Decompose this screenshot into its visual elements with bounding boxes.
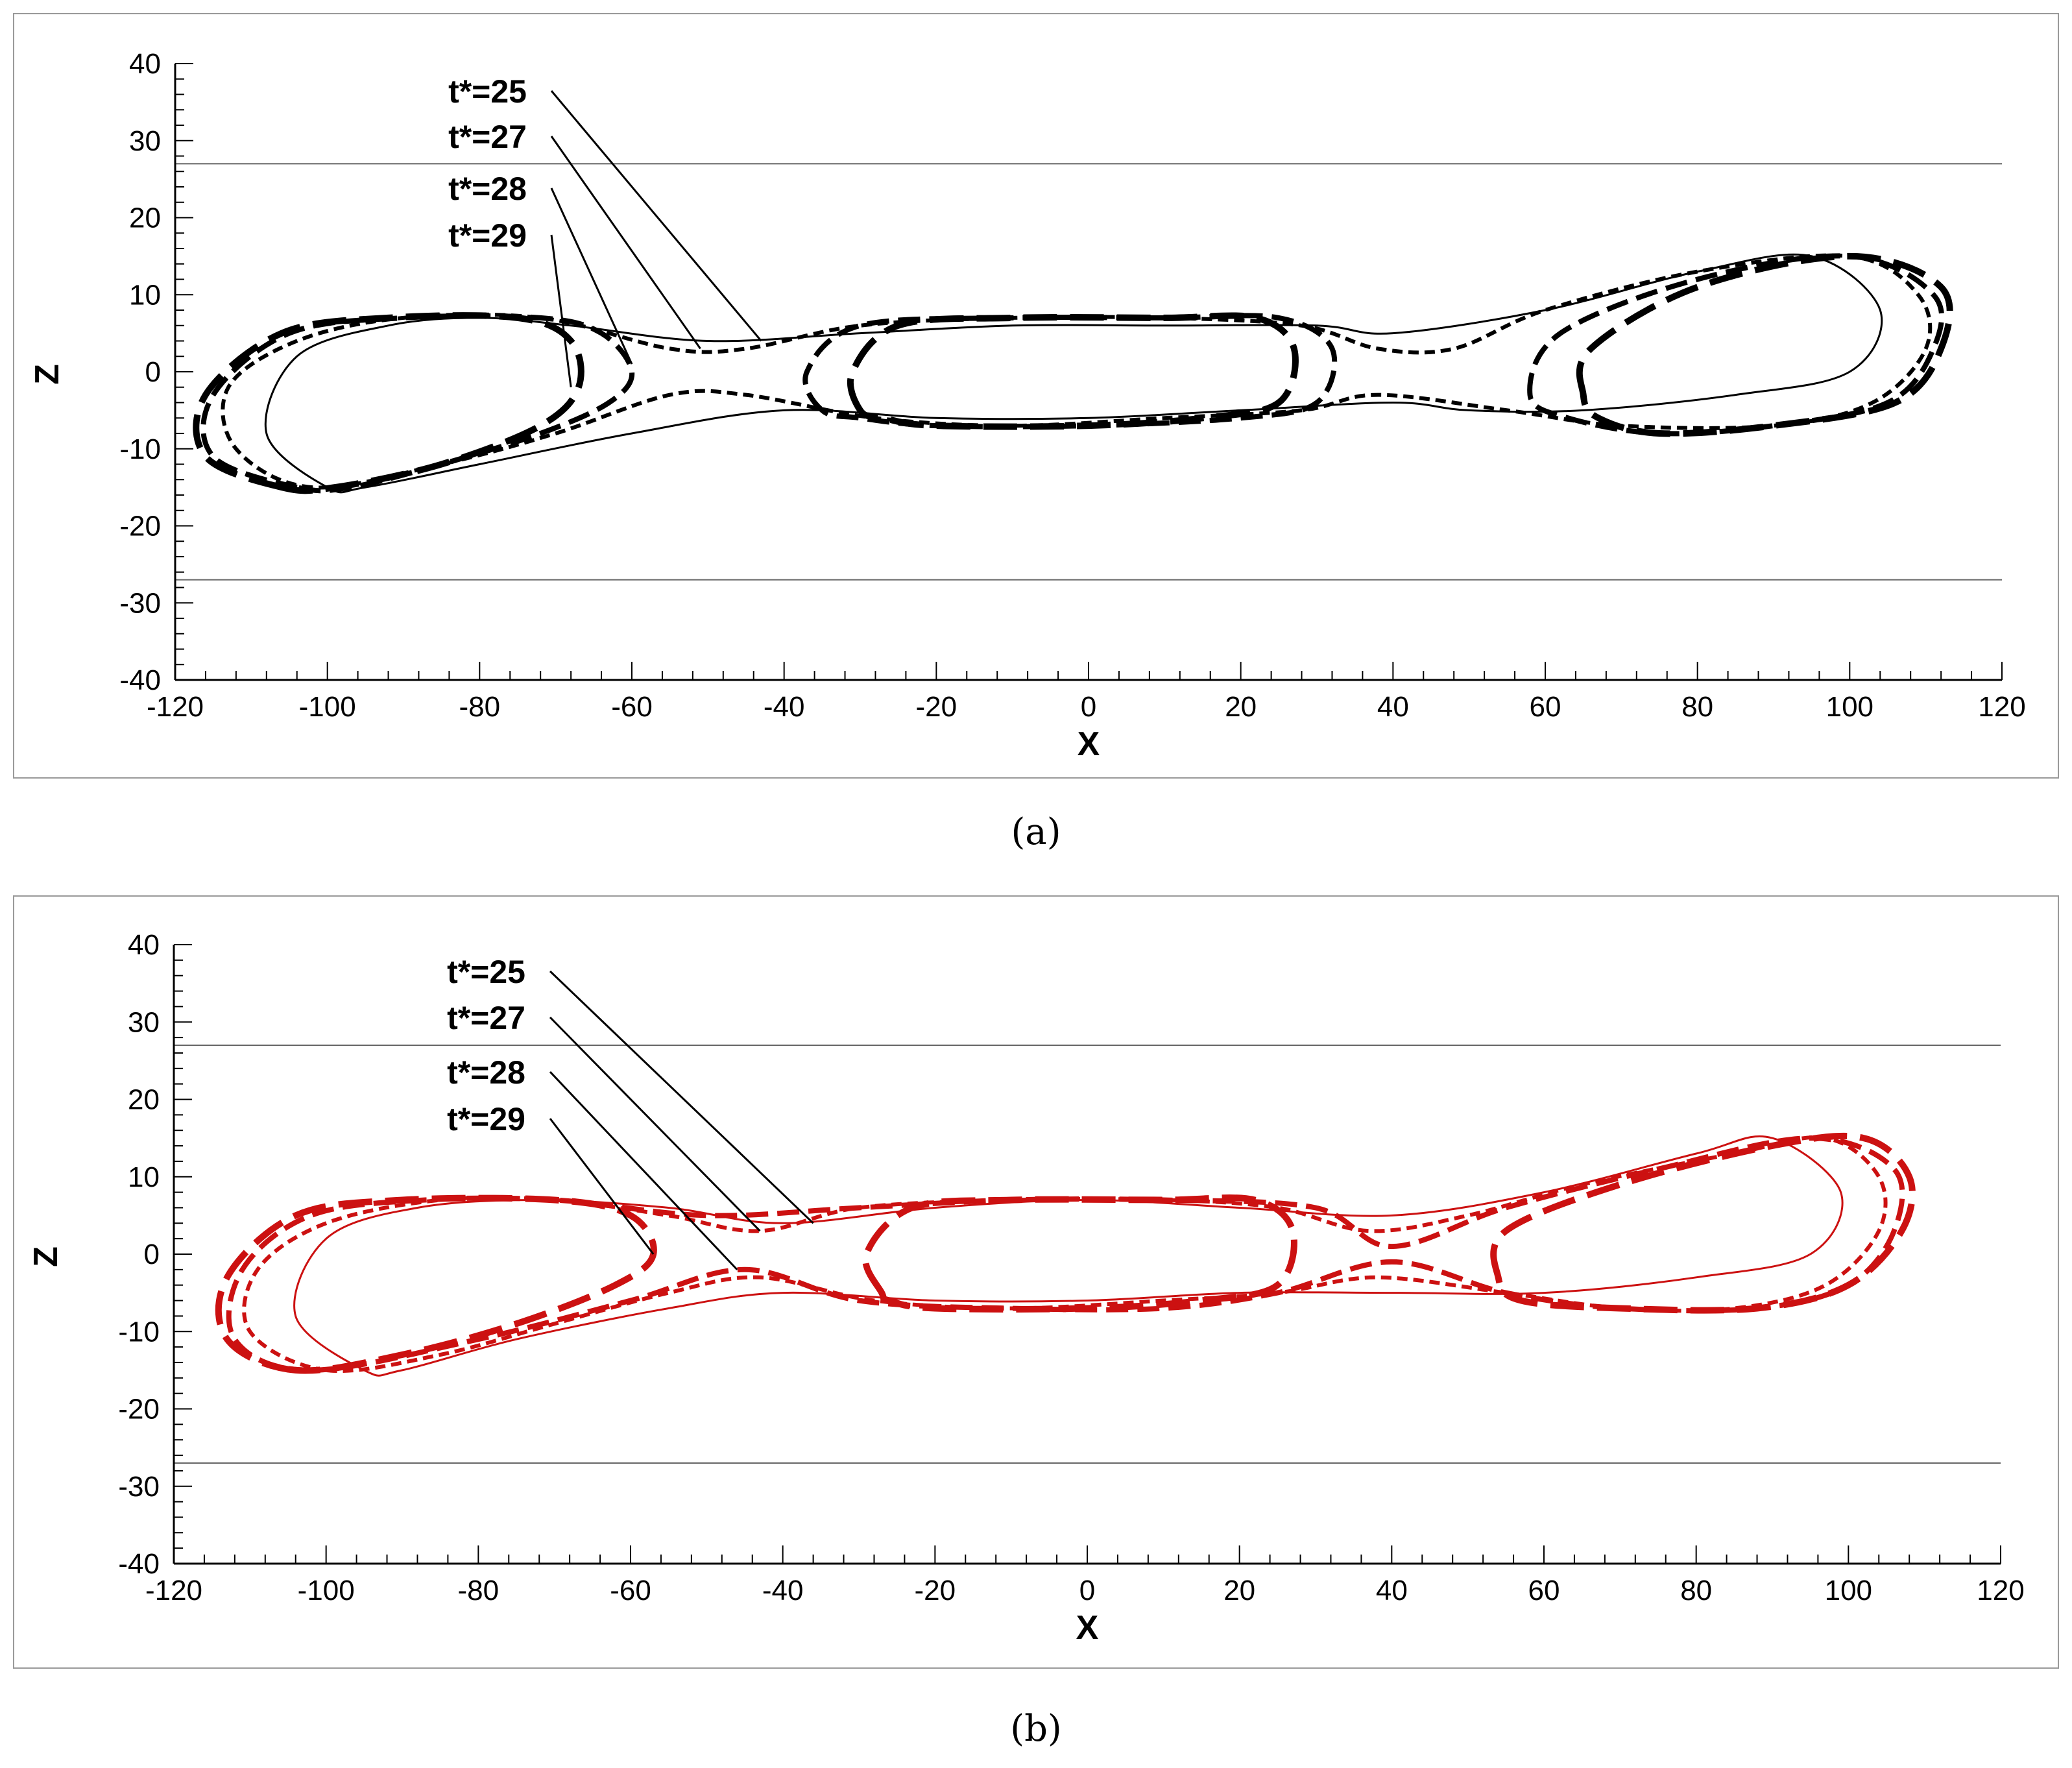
panel-a-x-tick-label: 120 [1978,691,2025,723]
panel-a-x-tick-label: 80 [1681,691,1713,723]
panel-b-annotation-label-t25: t*=25 [447,954,525,990]
panel-b-annotation-leader-t28 [549,1071,738,1270]
panel-b-y-tick-label: 10 [128,1161,160,1193]
panel-a-x-tick-label: 60 [1530,691,1561,723]
panel-b-x-tick-label: -120 [145,1575,202,1606]
panel-b-annotation-label-t29: t*=29 [447,1101,525,1137]
panel-a-contour-t25-1 [264,253,1883,494]
panel-a-x-tick-label: -20 [916,691,958,723]
panel-a-y-tick-label: -30 [119,587,161,619]
panel-a-y-tick-label: 0 [145,356,161,388]
panel-a-y-tick-label: 30 [129,125,161,157]
panel-a-x-tick-label: -60 [611,691,653,723]
panel-b-x-tick-label: 80 [1680,1575,1712,1606]
panel-b-x-tick-label: 100 [1825,1575,1872,1606]
panel-a-annotation-leader-t28 [550,188,633,365]
panel-b-x-tick-label: -80 [458,1575,500,1606]
panel-b-y-tick-label: -10 [118,1316,160,1348]
panel-a-y-tick-label: 20 [129,202,161,234]
panel-a-annotation-label-t27: t*=27 [448,119,527,155]
panel-b-y-tick-label: -20 [118,1394,160,1425]
panel-a-contour-t29-2 [847,312,1299,430]
panel-b-x-tick-label: 40 [1376,1575,1408,1606]
panel-b-x-tick-label: 120 [1977,1575,2024,1606]
panel-a-y-tick-label: -10 [119,433,161,465]
panel-b-x-axis-title: X [1076,1609,1099,1647]
panel-b-x-tick-label: -60 [610,1575,651,1606]
panel-b-frame [13,895,2059,1669]
panel-a-annotation-label-t29: t*=29 [448,217,527,254]
panel-b-y-tick-label: -30 [118,1471,160,1503]
panel-b-caption: (b) [1010,1708,1062,1750]
panel-a-contour-t29-3 [1576,252,1953,437]
panel-b-annotation-leader-t29 [549,1118,655,1255]
panel-a-annotation-leader-t29 [550,234,572,387]
panel-b-x-tick-label: -20 [915,1575,956,1606]
panel-b-y-axis-title: Z [27,1246,65,1267]
panel-a-y-tick-label: -40 [119,664,161,696]
panel-a-y-axis-title: Z [29,364,66,385]
panel-a-y-tick-label: 10 [129,279,161,311]
panel-b-contour-t29-2 [862,1194,1297,1313]
panel-a-x-tick-label: 0 [1081,691,1096,723]
panel-b-annotation-label-t28: t*=28 [447,1054,525,1091]
panel-a-annotation-leader-t27 [550,136,701,350]
panel-a-y-tick-label: -20 [119,511,161,542]
panel-b-x-tick-label: -40 [762,1575,804,1606]
panel-b-x-tick-label: 20 [1223,1575,1255,1606]
panel-a-x-tick-label: 100 [1826,691,1873,723]
panel-a-x-tick-label: -40 [764,691,805,723]
panel-a-annotation-leader-t25 [550,90,762,342]
panel-b-y-tick-label: 40 [128,929,160,961]
panel-a-x-tick-label: -80 [459,691,501,723]
panel-a-x-tick-label: -100 [299,691,356,723]
panel-a-contour-t29-1 [193,312,584,494]
panel-b-y-tick-label: 20 [128,1084,160,1116]
panel-a-annotation-label-t28: t*=28 [448,171,527,207]
panel-b-y-tick-label: 0 [144,1239,160,1270]
panel-a-x-axis-title: X [1078,725,1100,763]
panel-b-contour-t29-1 [215,1194,657,1374]
panel-b-annotation-leader-t25 [549,970,814,1224]
panel-a-x-tick-label: -120 [147,691,204,723]
panel-a-x-tick-label: 40 [1377,691,1409,723]
panel-b-y-tick-label: -40 [118,1548,160,1580]
panel-b-x-tick-label: 0 [1079,1575,1095,1606]
panel-a-annotation-label-t25: t*=25 [448,73,527,110]
panel-a-y-tick-label: 40 [129,48,161,80]
panel-b-contour-t25-1 [293,1135,1844,1377]
panel-a-frame [13,13,2059,779]
panel-a-x-tick-label: 20 [1225,691,1257,723]
panel-a-contour-t28-2 [802,313,1338,430]
panel-a-caption: (a) [1011,811,1061,853]
panel-b-annotation-leader-t27 [549,1016,761,1232]
panel-b-x-tick-label: 60 [1528,1575,1560,1606]
panel-b-x-tick-label: -100 [298,1575,355,1606]
panel-b-annotation-label-t27: t*=27 [447,1000,525,1036]
panel-b-y-tick-label: 30 [128,1006,160,1038]
panel-b-contour-t29-3 [1490,1132,1916,1314]
